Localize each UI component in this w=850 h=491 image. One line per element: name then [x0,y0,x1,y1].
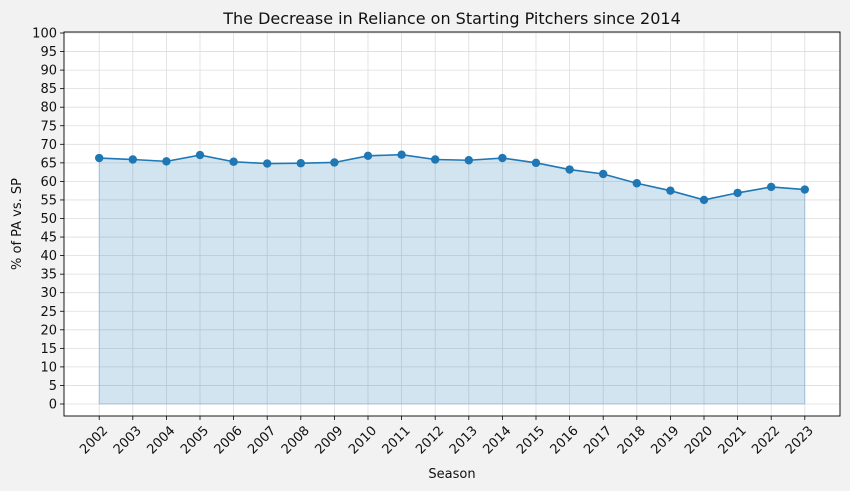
data-point [464,156,473,165]
y-tick-label: 65 [40,156,57,171]
data-point [498,153,507,163]
y-tick-label: 0 [49,398,57,413]
data-point [95,153,104,163]
x-axis-label: Season [428,467,475,482]
plot-background [64,32,840,416]
y-tick-label: 75 [40,119,57,134]
y-tick-label: 60 [40,175,57,190]
data-point [263,159,272,168]
data-point [128,155,137,164]
x-tick-label: 2006 [212,423,246,457]
data-point [531,158,541,168]
data-point [599,169,608,179]
y-tick-label: 100 [32,27,57,42]
data-point [767,182,776,192]
y-tick-label: 90 [40,64,57,79]
data-point [195,150,205,160]
x-tick-label: 2021 [716,423,750,457]
y-tick-label: 95 [40,45,57,60]
y-tick-label: 5 [49,379,57,394]
y-tick-label: 30 [40,286,57,301]
y-tick-label: 70 [40,138,57,153]
plot-frame [63,31,841,417]
x-tick-label: 2003 [111,423,145,457]
y-tick-label: 25 [40,305,57,320]
chart-title: The Decrease in Reliance on Starting Pit… [222,9,681,28]
x-tick-label: 2020 [682,423,716,457]
x-tick-label: 2002 [77,423,111,457]
y-tick-label: 55 [40,193,57,208]
y-tick-label: 80 [40,101,57,116]
y-tick-label: 45 [40,231,57,246]
x-tick-label: 2009 [312,423,346,457]
data-point [733,188,742,198]
data-point [330,158,339,167]
y-tick-label: 85 [40,82,57,97]
data-point [162,157,171,166]
x-tick-label: 2017 [581,423,615,457]
x-tick-label: 2013 [447,423,481,457]
y-tick-label: 10 [40,360,57,375]
series-line [99,153,805,201]
data-point [363,151,373,161]
x-tick-label: 2022 [749,423,783,457]
x-tick-label: 2019 [648,423,682,457]
x-tick-label: 2010 [346,423,380,457]
x-tick-label: 2008 [279,423,313,457]
x-tick-label: 2023 [783,423,817,457]
y-tick-label: 50 [40,212,57,227]
data-point [565,165,574,174]
x-tick-label: 2018 [615,423,649,457]
x-tick-label: 2004 [144,423,178,457]
y-tick-label: 40 [40,249,57,264]
data-point [699,195,709,205]
data-point [296,159,305,168]
y-tick-label: 20 [40,323,57,338]
x-tick-label: 2015 [514,423,548,457]
data-point [397,150,406,159]
x-tick-label: 2011 [380,423,414,457]
data-point [800,185,809,194]
data-point [229,157,238,166]
x-tick-label: 2007 [245,423,279,457]
x-tick-label: 2014 [480,423,514,457]
data-point [632,179,641,188]
y-tick-label: 35 [40,268,57,283]
x-tick-label: 2005 [178,423,212,457]
data-point [666,186,675,195]
x-tick-label: 2016 [548,423,582,457]
y-axis-label: % of PA vs. SP [10,178,25,270]
data-point [431,155,440,164]
x-tick-label: 2012 [413,423,447,457]
y-tick-label: 15 [40,342,57,357]
